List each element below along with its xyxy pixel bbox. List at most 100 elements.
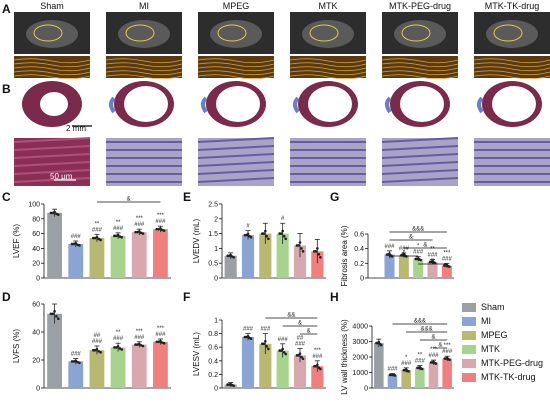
bracket-label: & — [307, 329, 311, 335]
data-point — [139, 231, 143, 235]
data-point — [386, 253, 390, 256]
tissue-fiber — [197, 153, 275, 159]
bar — [427, 261, 438, 278]
tissue-fiber — [13, 169, 91, 175]
y-axis-label: LVEF (%) — [12, 224, 21, 258]
lv-cavity — [40, 92, 68, 116]
data-point — [93, 236, 97, 240]
m-mode-line — [289, 70, 367, 76]
bar — [47, 313, 62, 388]
significance-label: ### — [155, 219, 166, 225]
significance-label: *** — [430, 347, 438, 353]
bracket-label: &&& — [421, 327, 433, 333]
y-tick-label: 1.5 — [208, 231, 218, 238]
data-point — [97, 237, 100, 241]
echo-trace — [309, 24, 339, 42]
data-point — [300, 247, 303, 250]
data-point — [406, 369, 409, 373]
significance-label: ### — [442, 256, 453, 262]
data-point — [76, 360, 79, 364]
significance-label: # — [281, 216, 285, 222]
data-point — [265, 345, 269, 348]
m-mode-line — [289, 58, 367, 64]
legend-label: MTK — [481, 344, 500, 354]
data-point — [317, 253, 321, 256]
data-point — [76, 243, 79, 246]
m-mode-line — [289, 62, 367, 68]
data-point — [53, 310, 56, 313]
y-tick-label: 4000 — [352, 324, 368, 331]
m-mode-line — [381, 58, 459, 64]
data-point — [447, 357, 450, 361]
data-point — [298, 352, 302, 355]
m-mode-line — [381, 62, 459, 68]
tissue-fiber — [381, 145, 459, 151]
data-point — [55, 212, 58, 216]
m-mode-line — [13, 58, 91, 64]
panel-letter-b: B — [2, 82, 11, 96]
data-point — [227, 254, 231, 258]
panel-letter-h: H — [330, 290, 339, 304]
y-tick-label: 20 — [32, 261, 40, 268]
data-point — [70, 242, 74, 246]
y-axis-label: LVFS (%) — [12, 329, 21, 363]
data-point — [56, 213, 60, 217]
significance-label: ### — [401, 361, 412, 367]
m-mode-line — [473, 62, 550, 68]
data-point — [227, 383, 231, 386]
significance-label: ### — [92, 339, 103, 345]
data-point — [279, 349, 283, 352]
legend-label: MPEG — [481, 330, 508, 340]
legend-swatch — [462, 330, 476, 340]
significance-label: ### — [428, 353, 439, 359]
m-mode-line — [13, 70, 91, 76]
y-tick-label: 0.6 — [354, 232, 364, 239]
echo-group-label: Sham — [40, 1, 64, 11]
data-point — [316, 247, 319, 250]
data-point — [298, 241, 302, 244]
y-tick-label: 1000 — [352, 370, 368, 377]
tissue-fiber — [197, 137, 275, 143]
panel-letter-d: D — [2, 290, 11, 304]
data-point — [55, 314, 58, 318]
data-point — [432, 261, 436, 264]
m-mode-line — [381, 66, 459, 72]
echo-group-label: MI — [139, 1, 149, 11]
data-point — [157, 227, 160, 231]
legend-label: MI — [481, 316, 491, 326]
bar — [89, 238, 105, 278]
data-point — [157, 340, 160, 344]
significance-label: ## — [297, 336, 304, 342]
significance-label: ### — [278, 337, 289, 343]
bar — [442, 358, 452, 388]
data-point — [160, 341, 164, 344]
bar — [241, 235, 255, 278]
legend-item: Sham — [462, 302, 550, 312]
bar — [110, 347, 126, 388]
y-tick-label: 2.5 — [208, 202, 218, 209]
bar — [401, 370, 411, 388]
significance-label: ### — [399, 246, 410, 252]
bar — [428, 362, 439, 388]
bracket-label: & — [409, 235, 413, 241]
data-point — [431, 361, 434, 364]
data-point — [314, 364, 318, 368]
echo-trace — [217, 24, 247, 42]
y-tick-label: 0 — [214, 386, 218, 393]
fibrotic-region — [477, 96, 484, 114]
bar — [387, 374, 398, 388]
legend-swatch — [462, 302, 476, 312]
echo-trace — [401, 24, 431, 42]
tissue-fiber — [381, 153, 459, 159]
y-axis-label: LV wall thickness (%) — [340, 319, 349, 395]
m-mode-line — [197, 58, 275, 64]
y-tick-label: 0 — [214, 276, 218, 283]
tissue-scale-bar-label: 50 μm — [50, 172, 73, 181]
data-point — [248, 336, 251, 340]
significance-label: # — [246, 224, 250, 230]
bracket-label: &&& — [412, 227, 424, 233]
data-point — [113, 234, 116, 238]
y-tick-label: 20 — [32, 358, 40, 365]
bar — [413, 258, 424, 278]
